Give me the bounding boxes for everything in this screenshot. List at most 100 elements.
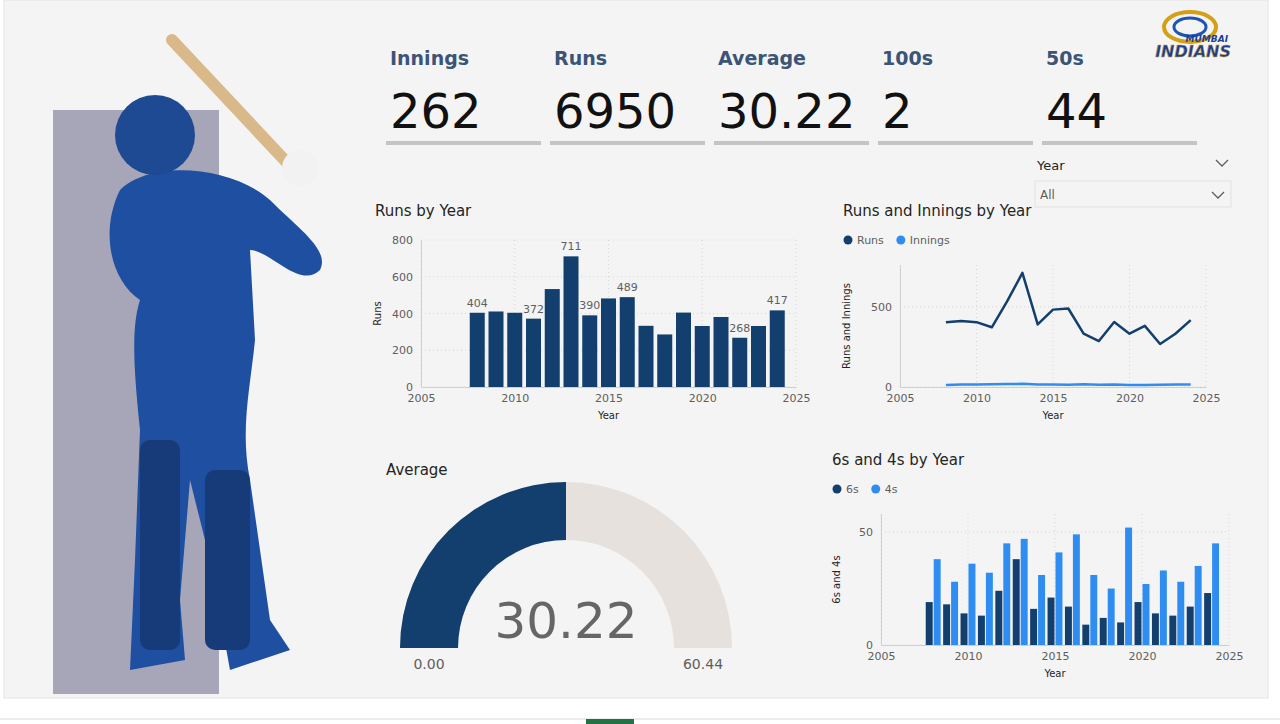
- kpi-label: Average: [718, 47, 806, 69]
- bar: [695, 326, 710, 387]
- bar: [1082, 625, 1089, 645]
- bar: [770, 310, 785, 387]
- bar: [961, 613, 968, 645]
- tick: 0: [866, 639, 881, 652]
- bar: [545, 289, 560, 387]
- legend-label: 4s: [885, 483, 898, 496]
- bar: [986, 573, 993, 645]
- bar: [1204, 593, 1211, 645]
- bar: [1073, 534, 1080, 645]
- tick: 2020: [689, 387, 717, 405]
- kpi-card: 50s44: [1042, 47, 1197, 145]
- active-tab[interactable]: [586, 719, 634, 724]
- data-label: 404: [467, 297, 488, 310]
- tick-label: 2020: [1129, 650, 1157, 663]
- chart-title: Average: [386, 461, 448, 479]
- bar: [1003, 543, 1010, 645]
- legend: 6s4s: [833, 483, 898, 496]
- tick-label: 400: [392, 308, 413, 321]
- axis-line: [421, 241, 422, 388]
- grid-line: [881, 645, 1229, 646]
- grid-line: [421, 240, 422, 387]
- kpi-card: 100s2: [878, 47, 1033, 145]
- tick-label: 2015: [1040, 392, 1068, 405]
- tick-label: 500: [871, 301, 892, 314]
- tick-label: 50: [859, 526, 873, 539]
- bar: [1030, 609, 1037, 645]
- chart-title: Runs by Year: [375, 202, 472, 220]
- tick-label: 800: [392, 234, 413, 247]
- bar: [1195, 566, 1202, 645]
- bar: [1152, 613, 1159, 645]
- tick: 2025: [783, 387, 811, 405]
- chevron[interactable]: [1212, 192, 1224, 198]
- bar: [564, 256, 579, 387]
- bar: [657, 334, 672, 387]
- kpi-value: 2: [882, 83, 913, 139]
- kpi-underline: [550, 141, 705, 145]
- kpi-underline: [714, 141, 869, 145]
- gauge-tick-label: 60.44: [683, 656, 723, 672]
- year-slicer[interactable]: YearAll: [1035, 158, 1231, 207]
- grid-line: [1053, 265, 1054, 387]
- tick-label: 0: [866, 639, 873, 652]
- bar: [732, 338, 747, 387]
- axis-line: [901, 387, 1207, 388]
- chart: 6s and 4s by Year20052010201520202025050…: [831, 451, 1244, 679]
- grid-line: [1142, 514, 1143, 645]
- plot-area: [946, 273, 1191, 385]
- data-label: 390: [579, 299, 600, 312]
- slicer-value[interactable]: All: [1040, 188, 1055, 202]
- chart-title: Runs and Innings by Year: [843, 202, 1032, 220]
- kpi-label: Runs: [554, 47, 607, 69]
- grid-line: [900, 387, 1206, 388]
- bar: [489, 311, 504, 387]
- axis-title: Runs and Innings: [841, 283, 852, 369]
- tick: 2010: [963, 387, 991, 405]
- legend: RunsInnings: [844, 234, 951, 247]
- tick: 0: [406, 381, 421, 394]
- data-labels: 404372711390489268417: [467, 240, 788, 334]
- player-body: [110, 170, 322, 670]
- axis-title: Runs: [372, 301, 383, 325]
- chevron[interactable]: [1216, 160, 1228, 166]
- tick: 200: [392, 344, 421, 357]
- tick-label: 2020: [1116, 392, 1144, 405]
- dashboard-canvas: MUMBAIINDIANSInnings262Runs6950Average30…: [0, 0, 1280, 724]
- grid-line: [796, 240, 797, 387]
- tick-label: 2025: [1216, 650, 1244, 663]
- kpi-value: 30.22: [718, 83, 855, 139]
- axis-title: Year: [1043, 668, 1066, 679]
- legend-label: Runs: [857, 234, 884, 247]
- slicer-box[interactable]: [1035, 181, 1231, 207]
- bar: [601, 298, 616, 387]
- logo: MUMBAIINDIANS: [1155, 12, 1231, 61]
- bar: [526, 319, 541, 387]
- data-label: 417: [767, 294, 788, 307]
- axis: 0200400600800: [392, 234, 422, 394]
- data-label: 268: [729, 322, 750, 335]
- tab-bar: [0, 719, 1280, 720]
- bar: [1065, 607, 1072, 645]
- axis-line: [881, 515, 882, 646]
- bar: [978, 616, 985, 645]
- bar: [507, 313, 522, 387]
- tick: 400: [392, 308, 421, 321]
- grid-line: [1206, 265, 1207, 387]
- bar: [1143, 584, 1150, 645]
- kpi-card: Average 30.22: [714, 47, 869, 145]
- axis: 20052010201520202025: [868, 645, 1244, 663]
- legend-marker: [833, 485, 842, 494]
- grid: [881, 514, 1229, 645]
- gauge-chart: Average30.220.0060.44: [386, 461, 732, 672]
- chart: Runs and Innings by Year2005201020152020…: [841, 202, 1221, 421]
- tick-label: 2025: [1193, 392, 1221, 405]
- bar: [1187, 607, 1194, 645]
- tick: 2020: [1129, 645, 1157, 663]
- bar: [1177, 582, 1184, 645]
- grid-line: [900, 306, 1206, 307]
- chart: Runs by Year2005201020152020202502004006…: [372, 202, 811, 421]
- data-label: 489: [617, 281, 638, 294]
- kpi-label: Innings: [390, 47, 469, 69]
- tick: 2025: [1216, 645, 1244, 663]
